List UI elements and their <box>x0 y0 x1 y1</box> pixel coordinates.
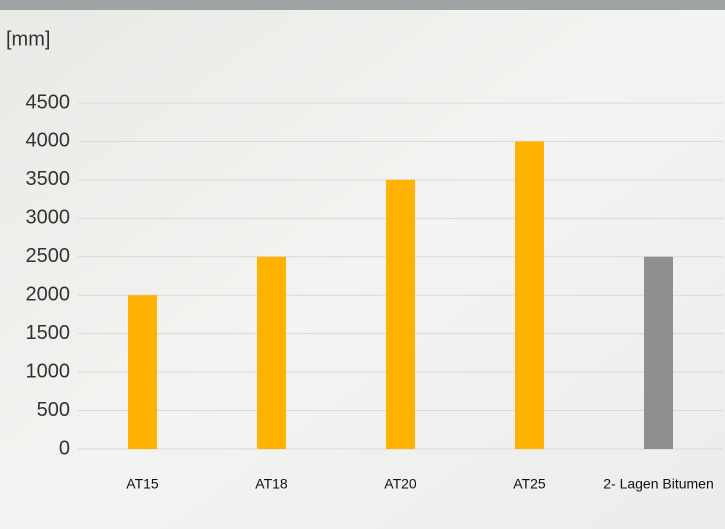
x-tick-label: AT20 <box>384 476 417 492</box>
y-tick-label: 2000 <box>26 284 71 306</box>
background <box>0 0 725 529</box>
y-tick-label: 1500 <box>26 322 71 344</box>
x-tick-label: AT15 <box>126 476 159 492</box>
x-tick-label: AT18 <box>255 476 288 492</box>
bar <box>128 295 157 449</box>
y-tick-label: 1000 <box>26 360 71 382</box>
y-tick-label: 4500 <box>26 91 71 113</box>
background-edge <box>0 0 725 10</box>
bar <box>257 257 286 449</box>
y-tick-label: 4000 <box>26 130 71 152</box>
x-tick-label: AT25 <box>513 476 546 492</box>
y-tick-label: 3000 <box>26 207 71 229</box>
y-tick-label: 3500 <box>26 168 71 190</box>
bar <box>386 180 415 449</box>
chart: [mm] 0 500 1000 1500 2000 2500 3000 3500 4000 450… <box>0 0 725 529</box>
bar <box>515 141 544 449</box>
bar <box>644 257 673 449</box>
y-tick-label: 500 <box>37 399 70 421</box>
y-tick-label: 0 <box>59 437 70 459</box>
x-tick-label: 2- Lagen Bitumen <box>603 476 714 492</box>
y-axis-label: [mm] <box>6 28 50 50</box>
y-tick-label: 2500 <box>26 245 71 267</box>
